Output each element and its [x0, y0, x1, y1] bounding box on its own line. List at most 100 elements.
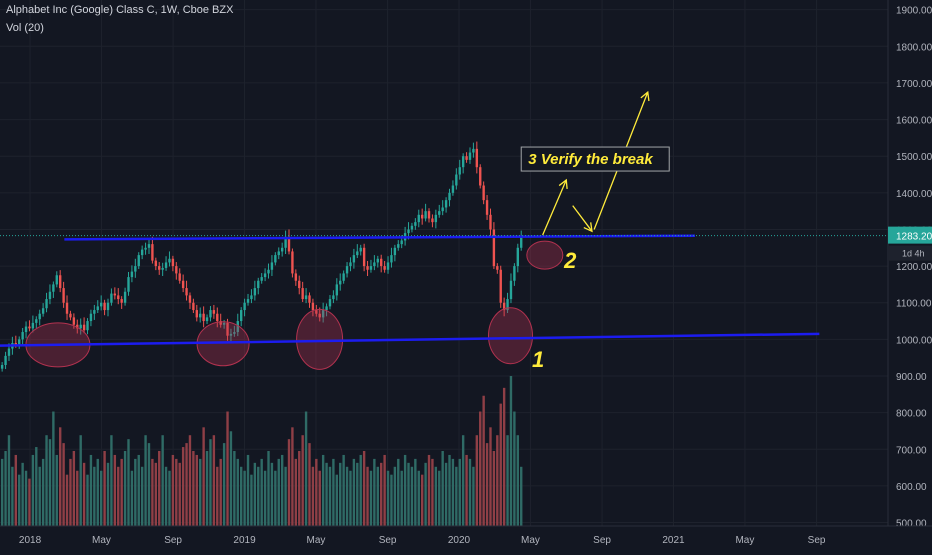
volume-bar: [380, 462, 383, 526]
candle-body: [386, 262, 390, 270]
candle-body: [390, 255, 393, 263]
volume-bar: [311, 466, 315, 526]
time-tick-label: Sep: [164, 535, 182, 546]
volume-bar: [502, 387, 506, 526]
volume-indicator-label[interactable]: Vol (20): [6, 22, 44, 34]
volume-bar: [513, 411, 516, 526]
volume-bar: [475, 435, 479, 526]
candle-body: [294, 273, 298, 281]
verify-break-box: [520, 146, 670, 172]
volume-bar: [103, 451, 106, 526]
candle-body: [202, 313, 205, 322]
time-tick-label: 2021: [662, 535, 685, 546]
candle-body: [52, 284, 55, 292]
volume-bar: [260, 458, 263, 526]
candle-body: [257, 280, 260, 289]
candle-body: [24, 326, 28, 333]
volume-bar: [188, 435, 192, 526]
candle-body: [383, 266, 386, 270]
volume-bar: [35, 447, 38, 526]
volume-bar: [222, 443, 226, 526]
time-axis: 2018 May Sep 2019 May Sep 2020 May Sep 2021 May Sep: [0, 525, 932, 546]
candle-body: [0, 365, 4, 369]
volume-bar: [448, 454, 451, 526]
candle-body: [502, 302, 506, 311]
projection-arrow-target-head: [640, 90, 650, 102]
candle-body: [79, 324, 82, 329]
candle-body: [113, 293, 117, 296]
time-tick-label: 2020: [448, 535, 471, 546]
volume-bar: [298, 451, 301, 526]
candle-body: [448, 192, 451, 201]
candle-body: [308, 295, 311, 303]
candle-body: [270, 262, 274, 270]
candle-body: [7, 348, 11, 356]
candle-body: [233, 332, 236, 334]
candle-body: [82, 324, 86, 331]
candle-body: [461, 156, 465, 168]
volume-bar: [246, 454, 250, 526]
candle-body: [356, 251, 359, 256]
symbol-title[interactable]: Alphabet Inc (Google) Class C, 1W, Cboe …: [6, 4, 234, 16]
candle-body: [280, 247, 284, 252]
verify-break-text: 3 Verify the break: [528, 151, 653, 168]
volume-bar: [168, 470, 171, 526]
candle-body: [434, 214, 438, 223]
price-tick-label: 1900.00: [896, 6, 932, 17]
volume-bar: [130, 470, 134, 526]
candle-body: [205, 317, 209, 322]
candle-body: [342, 273, 345, 281]
volume-bar: [520, 466, 523, 526]
volume-bar: [202, 427, 205, 526]
time-tick-label: May: [306, 535, 325, 546]
volume-bar: [403, 454, 407, 526]
candle-body: [45, 299, 48, 309]
volume-bar: [373, 458, 376, 526]
candle-body: [21, 332, 24, 340]
volume-bar: [267, 451, 270, 526]
candle-body: [417, 214, 420, 223]
volume-bar: [304, 411, 308, 526]
candle-body: [407, 229, 410, 234]
candle-body: [438, 211, 441, 215]
volume-bar: [164, 466, 168, 526]
candle-body: [509, 280, 513, 300]
volume-bar: [14, 454, 17, 526]
volume-bar: [451, 458, 455, 526]
volume-bar: [325, 462, 328, 526]
volume-bar: [386, 470, 390, 526]
candle-body: [263, 273, 267, 278]
candle-body: [339, 280, 342, 285]
candle-body: [158, 266, 161, 270]
candle-body: [489, 214, 492, 230]
volume-bar: [332, 458, 335, 526]
candle-body: [65, 302, 69, 314]
volume-bar: [482, 395, 485, 526]
volume-bar: [250, 474, 253, 526]
volume-bar: [420, 474, 424, 526]
price-tick-label: 1000.00: [896, 335, 932, 346]
candle-body: [130, 271, 134, 278]
volume-bar: [280, 454, 284, 526]
candle-body: [479, 167, 482, 186]
price-tick-label: 800.00: [896, 409, 927, 420]
candle-body: [239, 310, 243, 322]
volume-bar: [414, 458, 417, 526]
volume-bar: [274, 470, 277, 526]
candle-body: [243, 302, 246, 311]
volume-bar: [185, 443, 188, 526]
candle-body: [168, 258, 171, 263]
volume-bar: [11, 466, 14, 526]
candle-body: [86, 321, 89, 331]
volume-bar: [28, 478, 31, 526]
volume-bar: [342, 454, 345, 526]
candle-body: [482, 185, 485, 201]
candle-body: [328, 299, 332, 307]
price-tick-label: 1100.00: [896, 299, 932, 310]
countdown-tag: [888, 245, 932, 261]
candle-body: [55, 275, 58, 285]
volume-bar: [96, 458, 99, 526]
volume-bar: [48, 439, 52, 526]
volume-bar: [465, 454, 468, 526]
